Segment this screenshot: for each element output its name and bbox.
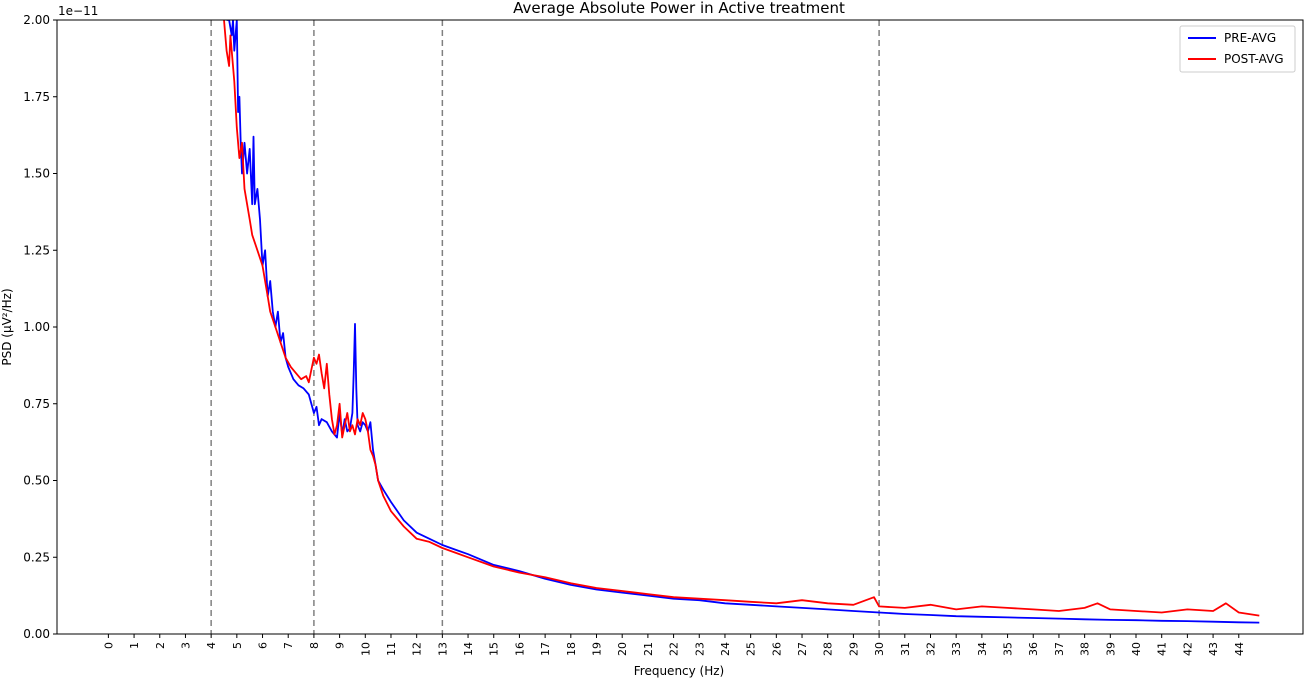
x-tick-label: 38 <box>1079 642 1092 656</box>
legend-label-post-avg: POST-AVG <box>1224 52 1284 66</box>
x-tick-label: 16 <box>513 642 526 656</box>
legend-label-pre-avg: PRE-AVG <box>1224 31 1276 45</box>
x-tick-label: 6 <box>257 642 270 649</box>
y-axis: 0.00 0.25 0.50 0.75 1.00 1.25 1.50 1.75 2.00 <box>23 13 57 641</box>
x-tick-label: 44 <box>1233 642 1246 656</box>
y-tick-label: 1.00 <box>23 320 50 334</box>
x-tick-label: 31 <box>899 642 912 656</box>
series-line-pre-avg <box>226 20 1260 624</box>
x-tick-label: 14 <box>462 642 475 656</box>
x-tick-label: 0 <box>102 642 115 649</box>
x-tick-label: 12 <box>411 642 424 656</box>
y-tick-label: 0.25 <box>23 550 50 564</box>
y-scale-label: 1e−11 <box>58 4 98 18</box>
y-tick-label: 0.00 <box>23 627 50 641</box>
x-tick-label: 26 <box>770 642 783 656</box>
x-tick-label: 43 <box>1207 642 1220 656</box>
x-tick-label: 1 <box>128 642 141 649</box>
x-tick-label: 37 <box>1053 642 1066 656</box>
x-tick-label: 41 <box>1156 642 1169 656</box>
x-tick-label: 29 <box>847 642 860 656</box>
x-tick-label: 2 <box>154 642 167 649</box>
x-tick-label: 4 <box>205 642 218 649</box>
x-tick-label: 7 <box>282 642 295 649</box>
x-tick-label: 27 <box>796 642 809 656</box>
y-tick-label: 1.75 <box>23 90 50 104</box>
x-tick-label: 8 <box>308 642 321 649</box>
x-tick-label: 39 <box>1104 642 1117 656</box>
x-tick-label: 18 <box>565 642 578 656</box>
x-tick-label: 42 <box>1181 642 1194 656</box>
legend: PRE-AVG POST-AVG <box>1179 25 1296 73</box>
x-tick-label: 19 <box>591 642 604 656</box>
x-tick-label: 5 <box>231 642 244 649</box>
x-axis: 0 1 2 3 4 5 6 7 8 9 10 11 12 13 14 15 16 17 18 19 20 21 22 23 24… <box>102 634 1246 656</box>
y-axis-label: PSD (µV²/Hz) <box>0 288 14 365</box>
series-lines <box>223 20 1260 624</box>
x-tick-label: 10 <box>359 642 372 656</box>
y-tick-label: 0.75 <box>23 397 50 411</box>
chart-title: Average Absolute Power in Active treatme… <box>513 0 845 17</box>
x-tick-label: 36 <box>1027 642 1040 656</box>
x-tick-label: 11 <box>385 642 398 656</box>
x-tick-label: 9 <box>334 642 347 649</box>
x-tick-label: 34 <box>976 642 989 656</box>
y-tick-label: 1.50 <box>23 167 50 181</box>
plot-area-frame <box>56 19 1304 635</box>
x-tick-label: 13 <box>436 642 449 656</box>
x-tick-label: 23 <box>693 642 706 656</box>
x-axis-label: Frequency (Hz) <box>634 664 725 678</box>
x-tick-label: 25 <box>745 642 758 656</box>
y-tick-label: 1.25 <box>23 243 50 257</box>
series-line-post-avg <box>223 20 1260 617</box>
y-tick-label: 0.50 <box>23 474 50 488</box>
x-tick-label: 28 <box>822 642 835 656</box>
x-tick-label: 33 <box>950 642 963 656</box>
x-tick-label: 21 <box>642 642 655 656</box>
x-tick-label: 35 <box>1002 642 1015 656</box>
x-tick-label: 40 <box>1130 642 1143 656</box>
x-tick-label: 32 <box>924 642 937 656</box>
x-tick-label: 30 <box>873 642 886 656</box>
x-tick-label: 22 <box>668 642 681 656</box>
x-tick-label: 3 <box>179 642 192 649</box>
y-tick-label: 2.00 <box>23 13 50 27</box>
vertical-reference-lines <box>210 20 880 634</box>
x-tick-label: 17 <box>539 642 552 656</box>
x-tick-label: 20 <box>616 642 629 656</box>
x-tick-label: 24 <box>719 642 732 656</box>
x-tick-label: 15 <box>488 642 501 656</box>
